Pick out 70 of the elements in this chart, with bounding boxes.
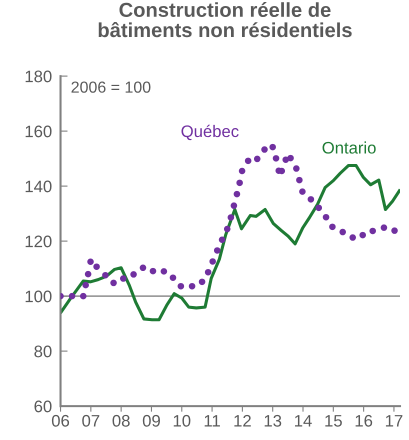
point (102, 272, 109, 278)
point (359, 232, 366, 238)
point (198, 278, 206, 286)
y-tick-label: 60 (34, 400, 52, 412)
point (204, 268, 212, 276)
point (369, 228, 376, 234)
point (140, 264, 146, 272)
point (316, 204, 322, 212)
x-tick-label: 08 (112, 414, 130, 427)
x-tick-label: 16 (356, 414, 372, 427)
point (244, 158, 252, 164)
point (228, 214, 234, 221)
point (150, 268, 156, 274)
point (68, 292, 76, 300)
y-tick-label: 80 (34, 346, 52, 358)
y-tick-label: 100 (26, 290, 52, 302)
point (254, 156, 260, 162)
x-tick-label: 12 (234, 414, 251, 427)
y-tick-label: 140 (26, 180, 52, 192)
x-tick-label: 10 (174, 414, 190, 427)
x-tick-label: 17 (386, 415, 402, 427)
point (329, 224, 336, 230)
line-series (60, 164, 400, 322)
point (236, 180, 243, 186)
point (391, 227, 398, 234)
point (209, 258, 216, 265)
series-label: Québec (182, 124, 239, 140)
point (299, 188, 306, 195)
point (339, 228, 346, 236)
x-tick-label: 13 (264, 414, 282, 427)
x-tick-label: 11 (204, 415, 220, 427)
point (120, 275, 127, 282)
point (214, 247, 220, 254)
x-tick-label: 09 (142, 414, 160, 427)
point (178, 282, 184, 290)
point (80, 292, 87, 300)
point (287, 154, 294, 162)
point (308, 196, 314, 203)
x-tick-label: 07 (82, 414, 100, 427)
point (230, 202, 238, 209)
point (272, 155, 280, 162)
point (269, 144, 276, 150)
x-tick-label: 14 (295, 415, 312, 427)
point (238, 168, 246, 174)
point (261, 146, 268, 153)
chart-title: Construction réelle de bâtiments non résidentiels (98, 2, 352, 38)
point (218, 236, 226, 243)
point (296, 176, 303, 184)
point (293, 165, 300, 172)
point (130, 271, 137, 278)
x-tick-label: 06 (52, 414, 70, 427)
point (322, 214, 330, 220)
point (224, 226, 230, 232)
point (160, 268, 168, 275)
series-label: Ontario (322, 141, 376, 154)
point (234, 190, 240, 198)
point (87, 258, 94, 265)
point (93, 263, 100, 270)
y-tick-label: 160 (26, 126, 52, 138)
point (84, 270, 92, 278)
y-tick-label: 180 (26, 70, 52, 82)
point (170, 274, 176, 281)
point (82, 282, 89, 288)
x-tick-label: 15 (325, 415, 342, 427)
annotation: 2006 = 100 (72, 81, 150, 93)
point (188, 282, 196, 290)
point (110, 280, 117, 286)
y-tick-label: 120 (26, 236, 52, 248)
point (349, 234, 356, 241)
point (380, 224, 388, 231)
